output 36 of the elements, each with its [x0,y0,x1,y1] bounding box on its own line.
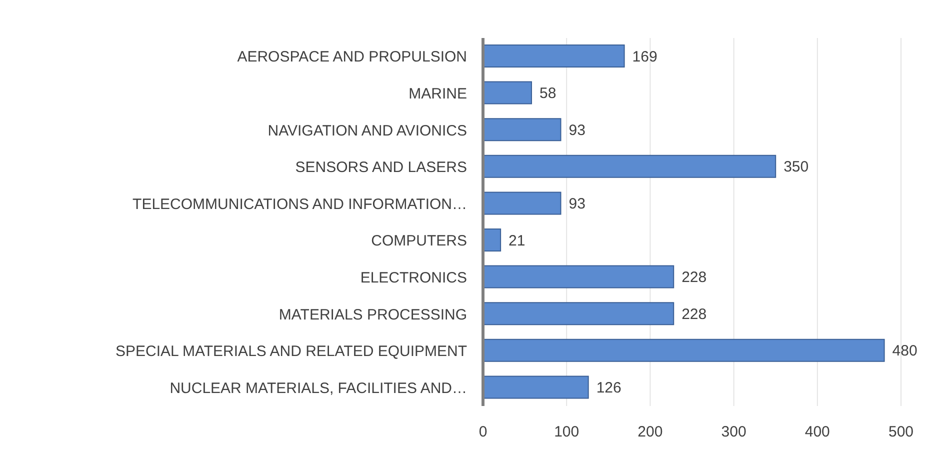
data-label: 169 [632,48,658,66]
y-tick-label: MATERIALS PROCESSING [278,306,467,324]
x-tick-label: 200 [638,424,663,441]
x-tick-label: 100 [554,424,580,441]
y-tick-label: SENSORS AND LASERS [295,159,467,176]
bar [483,265,674,288]
x-tick-label: 500 [888,424,914,441]
y-tick-label: NUCLEAR MATERIALS, FACILITIES AND… [170,380,467,397]
y-tick-label: COMPUTERS [371,232,467,250]
y-tick-label: TELECOMMUNICATIONS AND INFORMATION… [132,196,467,213]
data-label: 228 [682,306,707,323]
data-label: 93 [568,196,586,213]
data-label: 21 [508,232,526,250]
y-tick-label: SPECIAL MATERIALS AND RELATED EQUIPMENT [116,343,467,360]
data-label: 480 [892,342,918,360]
y-tick-label: MARINE [408,86,467,103]
x-tick-label: 0 [478,424,488,441]
bar [483,376,589,399]
bar [483,44,625,68]
y-tick-label: NAVIGATION AND AVIONICS [268,122,467,140]
y-tick-label: AEROSPACE AND PROPULSION [237,48,467,66]
data-label: 126 [596,380,622,397]
data-label: 228 [682,269,707,286]
x-tick-label: 400 [804,424,830,441]
data-label: 350 [784,158,809,176]
bar [483,302,674,326]
data-label: 93 [568,122,586,139]
y-tick-label: ELECTRONICS [360,270,467,287]
bar [483,192,562,215]
bar [483,154,776,178]
bar [483,81,532,104]
bar [483,338,885,362]
data-label: 58 [539,85,556,102]
x-tick-label: 300 [721,424,746,441]
bar [483,228,502,252]
bar [483,118,562,142]
